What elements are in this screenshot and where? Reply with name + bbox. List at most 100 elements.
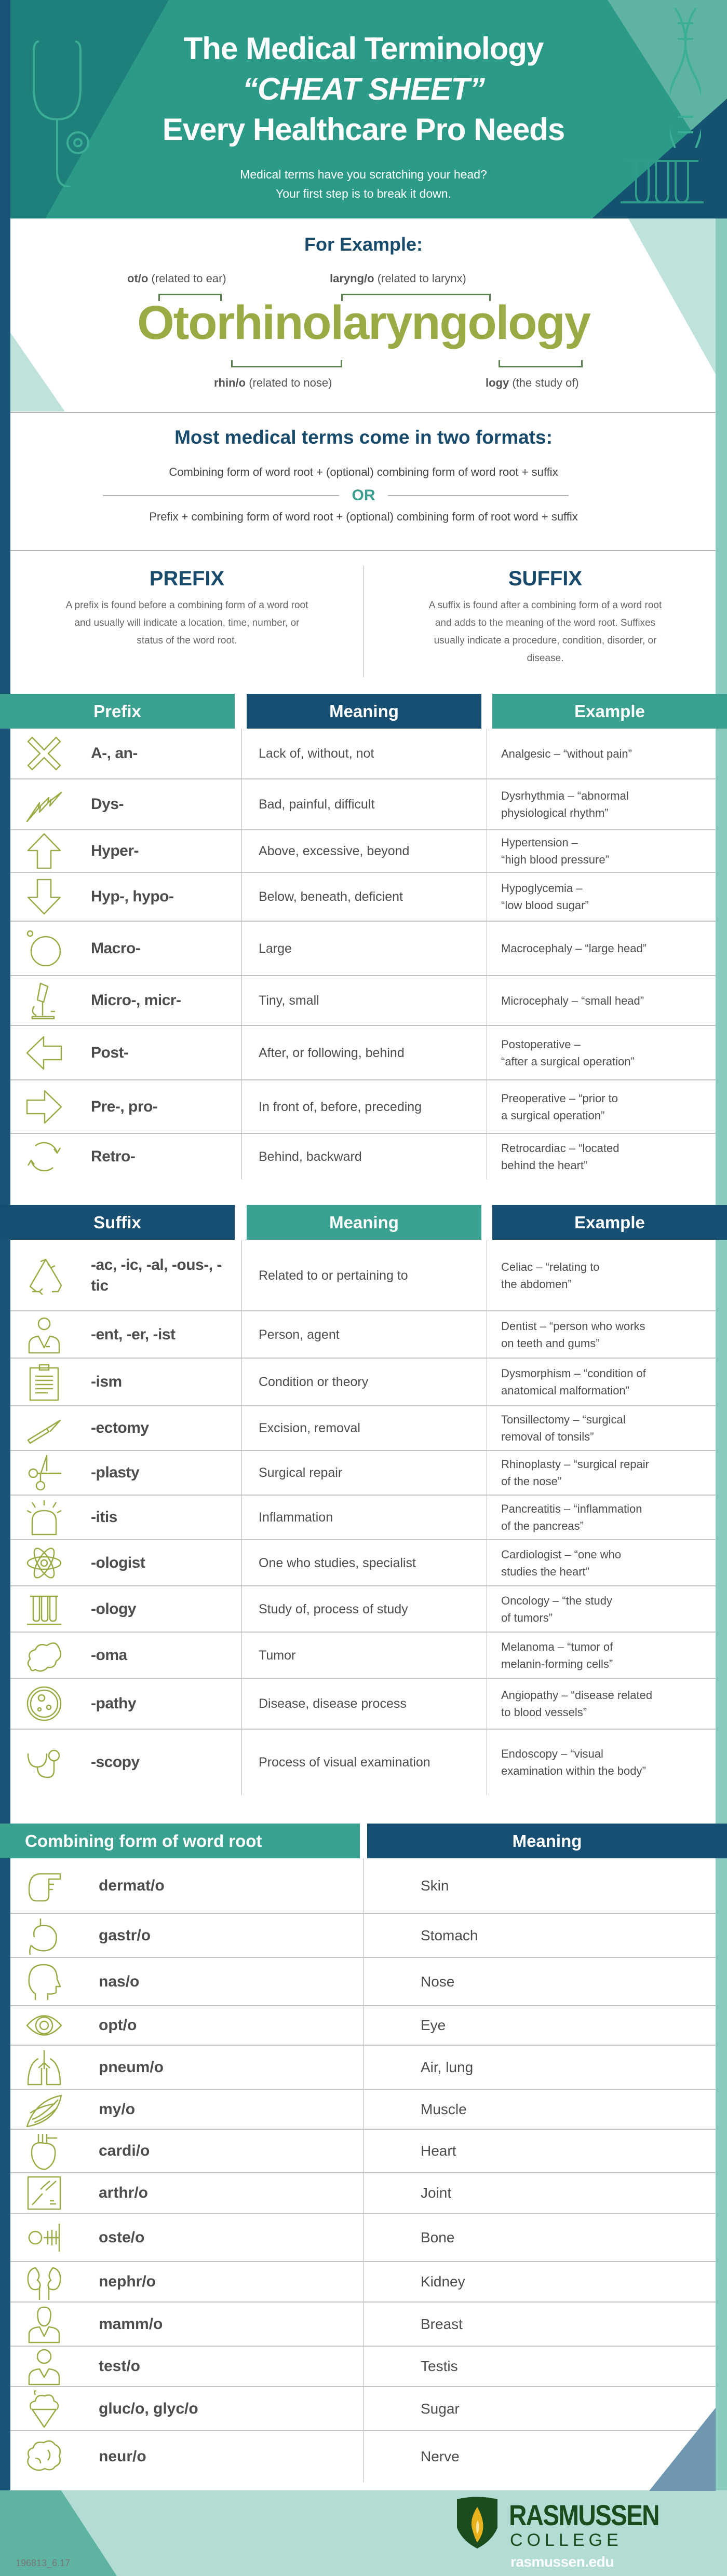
recycle-icon [29,1258,62,1295]
term: -pathy [91,1695,137,1712]
term: Pre-, pro- [91,1098,158,1115]
stomach-icon [29,1918,57,1955]
root-table: dermat/o Skin gastr/o Stomach nas/o Nose opt/o… [10,1858,716,2482]
footer: 196813_6.17 RASMUSSEN COLLEGE rasmussen.… [0,2490,727,2576]
scalpel-icon [27,1419,61,1444]
table-row: -ology Study of, process of study Oncology… [10,1586,716,1633]
term: -ism [91,1373,122,1390]
page-title: The Medical Terminology “CHEAT SHEET” Ev… [162,31,565,147]
table-row: -ism Condition or theory Dysmorphism – “co… [10,1359,716,1406]
example: Hypertension – “high blood pressure” [501,836,609,866]
format-1: Combining form of word root + (optional)… [169,465,558,478]
part-logy: logy (the study of) [486,376,579,389]
table-row: Dys- Bad, painful, difficult Dysrhythmia –… [10,779,716,830]
logo-sub: COLLEGE [510,2530,623,2550]
column-divider [363,2090,364,2129]
meaning: Nose [421,1973,455,1990]
petri-dish-icon [26,1686,62,1721]
column-divider [363,2347,364,2386]
term: mamm/o [99,2315,163,2333]
alarm-icon [26,1500,62,1536]
meaning: Large [259,941,292,956]
test-tubes-icon [621,160,704,204]
meaning: Testis [421,2358,458,2374]
table-row: test/o Testis [10,2347,716,2387]
term: -ologist [91,1554,145,1571]
root-table-header: Combining form of word root Meaning [0,1824,727,1858]
table-row: nephr/o Kidney [10,2262,716,2303]
example: Rhinoplasty – “surgical repair of the nos… [501,1458,649,1488]
column-divider [363,2006,364,2045]
meaning: Joint [421,2185,452,2201]
table-row: arthr/o Joint [10,2173,716,2214]
meaning: Excision, removal [259,1421,360,1435]
term: Hyper- [91,842,139,859]
website-link[interactable]: rasmussen.edu [510,2554,614,2570]
column-divider [363,2130,364,2172]
prefix-table: A-, an- Lack of, without, not Analgesic – … [10,729,716,1180]
term: -oma [91,1646,127,1664]
example: Preoperative – “prior to a surgical opera… [501,1091,618,1122]
test-tubes-icon [27,1595,61,1625]
part-oto: ot/o (related to ear) [127,272,226,285]
table-row: -ectomy Excision, removal Tonsillectomy – … [10,1406,716,1451]
cloud-icon [27,1642,62,1671]
column-divider [241,830,242,872]
table-row: Pre-, pro- In front of, before, preceding… [10,1080,716,1134]
meaning: Tiny, small [259,993,319,1008]
meaning: One who studies, specialist [259,1555,416,1570]
rasmussen-logo-shield [457,2497,497,2548]
column-divider [241,729,242,778]
divider [10,412,716,413]
term: Macro- [91,939,141,957]
stethoscope-icon [27,1749,60,1778]
column-divider [363,2046,364,2089]
logo-name: RASMUSSEN [509,2499,660,2531]
table-row: gluc/o, glyc/o Sugar [10,2387,716,2431]
x-icon [27,736,61,771]
term: gluc/o, glyc/o [99,2400,198,2417]
term: Micro-, micr- [91,992,181,1009]
term: Dys- [91,796,124,813]
header-meaning: Meaning [367,1824,727,1858]
meaning: Bone [421,2229,455,2245]
meaning: Related to or pertaining to [259,1268,408,1283]
example: Postoperative – “after a surgical operati… [501,1037,635,1068]
table-row: oste/o Bone [10,2214,716,2262]
column-divider [241,1080,242,1133]
example: Celiac – “relating to the abdomen” [501,1260,600,1291]
lungs-icon [27,2050,61,2085]
meaning: Above, excessive, beyond [259,844,410,858]
example: Retrocardiac – “located behind the heart” [501,1142,620,1172]
table-row: -scopy Process of visual examination Endos… [10,1730,716,1795]
meaning: In front of, before, preceding [259,1099,422,1114]
column-divider [363,2214,364,2261]
term: -itis [91,1509,117,1526]
example-background-shapes [10,218,716,412]
example: Hypoglycemia – “low blood sugar” [501,882,589,912]
column-divider [241,922,242,975]
term: arthr/o [99,2184,149,2201]
formats-heading: Most medical terms come in two formats: [174,427,553,448]
divider [10,550,716,551]
meaning: Study of, process of study [259,1601,408,1616]
meaning: Behind, backward [259,1149,362,1164]
example: Analgesic – “without pain” [501,747,632,760]
table-row: neur/o Nerve [10,2431,716,2482]
header-example: Example [492,1205,727,1240]
part-rhino: rhin/o (related to nose) [214,376,332,389]
prefix-table-header: Prefix Meaning Example [0,694,727,729]
right-border-stripe [716,218,727,2491]
prefix-def-text: A prefix is found before a combining for… [65,600,308,646]
example: Melanoma – “tumor of melanin-forming cell… [501,1640,613,1670]
meaning: Below, beneath, deficient [259,889,403,904]
column-divider [363,2387,364,2430]
example: Cardiologist – “one who studies the heart… [501,1547,622,1578]
bracket-logy [499,360,583,367]
meaning: Kidney [421,2273,465,2290]
term: my/o [99,2100,136,2118]
term: gastr/o [99,1926,151,1944]
meaning: Skin [421,1877,449,1894]
column-divider [241,873,242,921]
xray-joint-icon [27,2176,61,2210]
